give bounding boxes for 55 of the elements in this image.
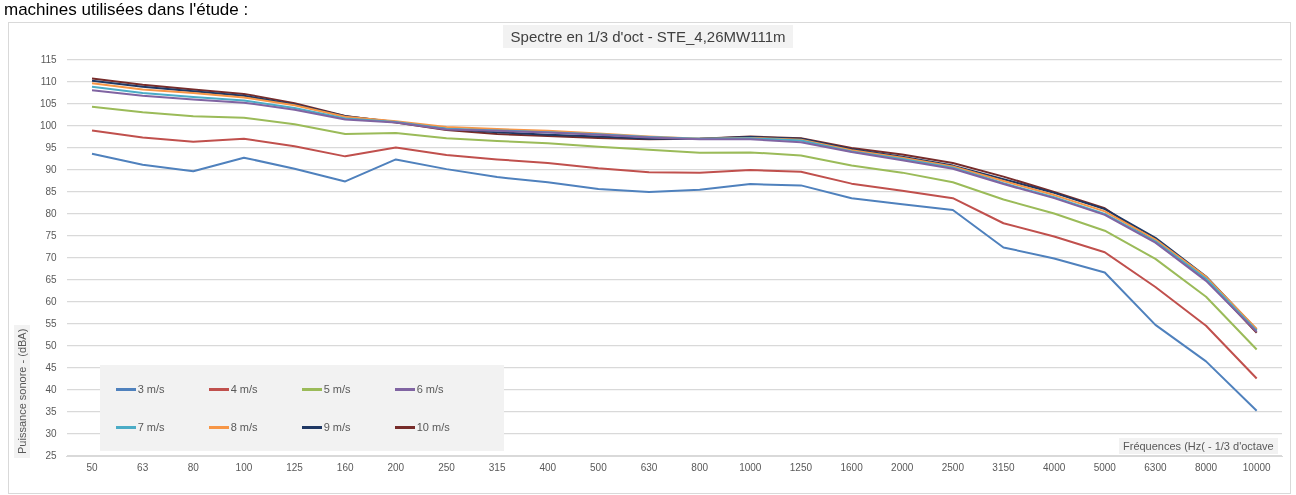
x-tick-label: 1600 [840,461,864,473]
y-tick-label: 70 [45,251,58,263]
y-tick-label: 95 [45,141,58,153]
x-tick-label: 125 [286,461,304,473]
x-tick-label: 3150 [992,461,1016,473]
y-tick-label: 80 [45,207,58,219]
y-tick-label: 90 [45,163,58,175]
x-axis-title: Fréquences (Hz( - 1/3 d'octave [1119,438,1278,454]
y-tick-label: 65 [45,273,58,285]
x-tick-label: 630 [640,461,658,473]
x-tick-label: 2000 [891,461,914,473]
y-tick-label: 40 [45,383,58,395]
x-tick-label: 315 [488,461,506,473]
y-tick-label: 55 [45,317,58,329]
x-tick-label: 1250 [789,461,813,473]
x-tick-label: 200 [387,461,405,473]
legend-label: 5 m/s [322,383,352,395]
x-tick-label: 10000 [1242,461,1272,473]
x-tick-label: 800 [691,461,709,473]
y-tick-label: 100 [40,119,58,131]
y-tick-label: 25 [45,449,58,461]
legend-label: 7 m/s [136,421,166,433]
y-axis-title: Puissance sonore - (dBA) [14,324,30,458]
x-tick-label: 1000 [739,461,762,473]
y-tick-label: 75 [45,229,58,241]
x-tick-label: 63 [137,461,149,473]
legend-label: 9 m/s [322,421,352,433]
x-tick-label: 8000 [1194,461,1218,473]
x-tick-label: 5000 [1093,461,1117,473]
x-tick-label: 400 [539,461,557,473]
y-tick-label: 60 [45,295,58,307]
legend-label: 8 m/s [229,421,259,433]
x-tick-label: 2500 [941,461,965,473]
text: machines utilisées dans l'étude : [4,0,249,20]
x-tick-label: 6300 [1144,461,1167,473]
legend-label: 6 m/s [415,383,445,395]
legend-label: 3 m/s [136,383,166,395]
y-tick-label: 115 [40,53,58,65]
x-tick-label: 4000 [1043,461,1066,473]
chart-title: Spectre en 1/3 d'oct - STE_4,26MW111m [502,25,794,48]
y-tick-label: 50 [45,339,58,351]
y-tick-label: 110 [40,75,58,87]
y-tick-label: 30 [45,427,58,439]
x-tick-label: 50 [86,461,98,473]
y-tick-label: 85 [45,185,58,197]
x-tick-label: 250 [438,461,456,473]
x-tick-label: 100 [235,461,253,473]
legend-label: 4 m/s [229,383,259,395]
y-tick-label: 105 [40,97,58,109]
legend-label: 10 m/s [415,421,451,433]
y-tick-label: 35 [45,405,58,417]
x-tick-label: 160 [336,461,354,473]
x-tick-label: 500 [590,461,608,473]
y-tick-label: 45 [45,361,58,373]
x-tick-label: 80 [187,461,200,473]
